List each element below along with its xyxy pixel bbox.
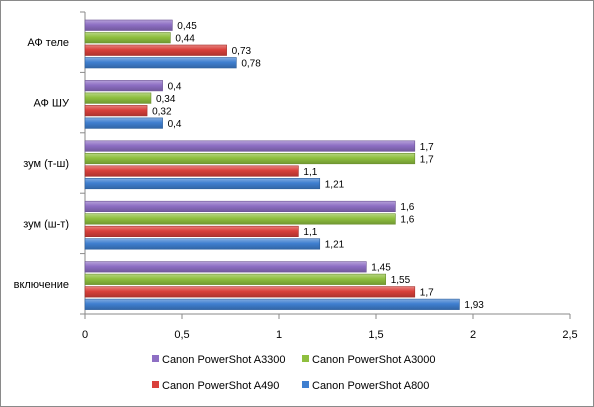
data-label: 0,44 <box>175 34 195 45</box>
data-label: 1,21 <box>325 179 345 190</box>
data-label: 1,45 <box>371 263 391 274</box>
legend-entry: Canon PowerShot A800 <box>312 380 429 392</box>
x-tick-label: 0,5 <box>174 329 189 341</box>
data-label: 1,1 <box>303 167 317 178</box>
category-label: АФ ШУ <box>34 98 70 110</box>
bar[interactable] <box>84 80 163 92</box>
bar[interactable] <box>84 140 416 152</box>
category-label: зум (т-ш) <box>23 158 69 170</box>
data-label: 0,4 <box>168 119 182 130</box>
bar[interactable] <box>84 165 299 177</box>
bar[interactable] <box>84 117 163 129</box>
data-label: 0,32 <box>152 106 172 117</box>
bar[interactable] <box>84 200 396 212</box>
legend-swatch <box>152 355 159 362</box>
data-label: 0,73 <box>232 46 252 57</box>
data-label: 1,6 <box>400 215 414 226</box>
legend-swatch <box>302 355 309 362</box>
x-tick-label: 1,5 <box>368 329 383 341</box>
data-label: 1,1 <box>303 227 317 238</box>
legend-entry: Canon PowerShot A3300 <box>162 354 286 366</box>
x-tick-label: 1 <box>276 329 282 341</box>
bar[interactable] <box>84 213 396 225</box>
data-label: 0,78 <box>241 59 261 70</box>
bar[interactable] <box>84 178 321 190</box>
bar[interactable] <box>84 57 237 69</box>
bar[interactable] <box>84 105 148 117</box>
bar[interactable] <box>84 286 416 298</box>
x-tick-label: 2 <box>470 329 476 341</box>
category-label: зум (ш-т) <box>23 218 69 230</box>
bar[interactable] <box>84 32 171 44</box>
bar[interactable] <box>84 44 227 56</box>
data-label: 0,34 <box>156 94 176 105</box>
bar[interactable] <box>84 261 367 273</box>
category-label: включение <box>14 279 69 291</box>
data-label: 0,4 <box>168 81 182 92</box>
bar[interactable] <box>84 298 460 310</box>
bar[interactable] <box>84 225 299 237</box>
legend-swatch <box>152 381 159 388</box>
bar[interactable] <box>84 238 321 250</box>
bar[interactable] <box>84 19 173 31</box>
data-label: 1,7 <box>420 142 434 153</box>
data-label: 1,7 <box>420 154 434 165</box>
legend-entry: Canon PowerShot A3000 <box>312 354 436 366</box>
legend-swatch <box>302 381 309 388</box>
data-label: 1,6 <box>400 202 414 213</box>
x-tick-label: 2,5 <box>562 329 577 341</box>
legend-entry: Canon PowerShot A490 <box>162 380 279 392</box>
data-label: 1,7 <box>420 288 434 299</box>
data-label: 1,55 <box>391 275 411 286</box>
data-label: 1,21 <box>325 240 345 251</box>
bar[interactable] <box>84 273 387 285</box>
x-tick-label: 0 <box>82 329 88 341</box>
category-label: АФ теле <box>27 37 69 49</box>
data-label: 1,93 <box>464 300 484 311</box>
bar[interactable] <box>84 92 152 104</box>
data-label: 0,45 <box>177 21 197 32</box>
bar[interactable] <box>84 153 416 165</box>
